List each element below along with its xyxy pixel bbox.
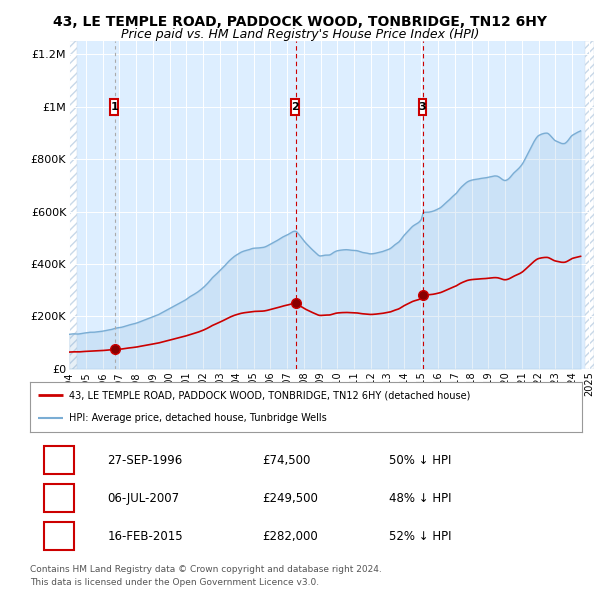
FancyBboxPatch shape <box>291 99 299 115</box>
FancyBboxPatch shape <box>44 446 74 474</box>
Text: Price paid vs. HM Land Registry's House Price Index (HPI): Price paid vs. HM Land Registry's House … <box>121 28 479 41</box>
Text: 43, LE TEMPLE ROAD, PADDOCK WOOD, TONBRIDGE, TN12 6HY (detached house): 43, LE TEMPLE ROAD, PADDOCK WOOD, TONBRI… <box>68 390 470 400</box>
Text: 06-JUL-2007: 06-JUL-2007 <box>107 491 179 505</box>
Text: 27-SEP-1996: 27-SEP-1996 <box>107 454 182 467</box>
FancyBboxPatch shape <box>44 484 74 512</box>
Text: 1: 1 <box>55 454 64 467</box>
FancyBboxPatch shape <box>110 99 118 115</box>
Text: £249,500: £249,500 <box>262 491 318 505</box>
Text: 2: 2 <box>291 102 299 112</box>
Text: 3: 3 <box>419 102 426 112</box>
Text: 43, LE TEMPLE ROAD, PADDOCK WOOD, TONBRIDGE, TN12 6HY: 43, LE TEMPLE ROAD, PADDOCK WOOD, TONBRI… <box>53 15 547 30</box>
Text: 50% ↓ HPI: 50% ↓ HPI <box>389 454 451 467</box>
Text: 1: 1 <box>110 102 118 112</box>
Text: Contains HM Land Registry data © Crown copyright and database right 2024.: Contains HM Land Registry data © Crown c… <box>30 565 382 573</box>
Text: £282,000: £282,000 <box>262 530 317 543</box>
Text: HPI: Average price, detached house, Tunbridge Wells: HPI: Average price, detached house, Tunb… <box>68 414 326 424</box>
Text: £74,500: £74,500 <box>262 454 310 467</box>
FancyBboxPatch shape <box>44 522 74 550</box>
Text: 3: 3 <box>55 530 63 543</box>
Text: 2: 2 <box>55 491 64 505</box>
Text: This data is licensed under the Open Government Licence v3.0.: This data is licensed under the Open Gov… <box>30 578 319 586</box>
Text: 52% ↓ HPI: 52% ↓ HPI <box>389 530 451 543</box>
FancyBboxPatch shape <box>419 99 426 115</box>
Text: 48% ↓ HPI: 48% ↓ HPI <box>389 491 451 505</box>
Text: 16-FEB-2015: 16-FEB-2015 <box>107 530 183 543</box>
